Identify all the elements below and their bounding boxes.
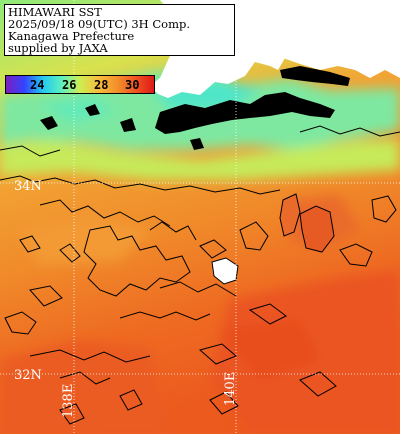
colorbar-tick-30: 30 (125, 78, 140, 92)
product-title: HIMAWARI SST (8, 5, 102, 19)
latitude-label-32n: 32N (14, 368, 42, 383)
longitude-label-138e: 138E (61, 383, 76, 418)
temperature-colorbar: 24 26 28 30 (5, 75, 155, 94)
colorbar-ramp (6, 76, 154, 93)
longitude-label-140e: 140E (223, 371, 238, 406)
observation-time: 2025/09/18 09(UTC) 3H Comp. (8, 17, 191, 31)
data-supplier: supplied by JAXA (8, 41, 108, 55)
missing-data (40, 66, 350, 150)
info-box: HIMAWARI SST 2025/09/18 09(UTC) 3H Comp.… (4, 4, 235, 56)
provider-prefecture: Kanagawa Prefecture (8, 29, 135, 43)
colorbar-tick-28: 28 (94, 78, 109, 92)
colorbar-tick-26: 26 (62, 78, 77, 92)
colorbar-tick-24: 24 (30, 78, 45, 92)
warm-water-zone (0, 195, 400, 434)
contour-lines (0, 125, 400, 425)
latitude-label-34n: 34N (14, 179, 42, 194)
